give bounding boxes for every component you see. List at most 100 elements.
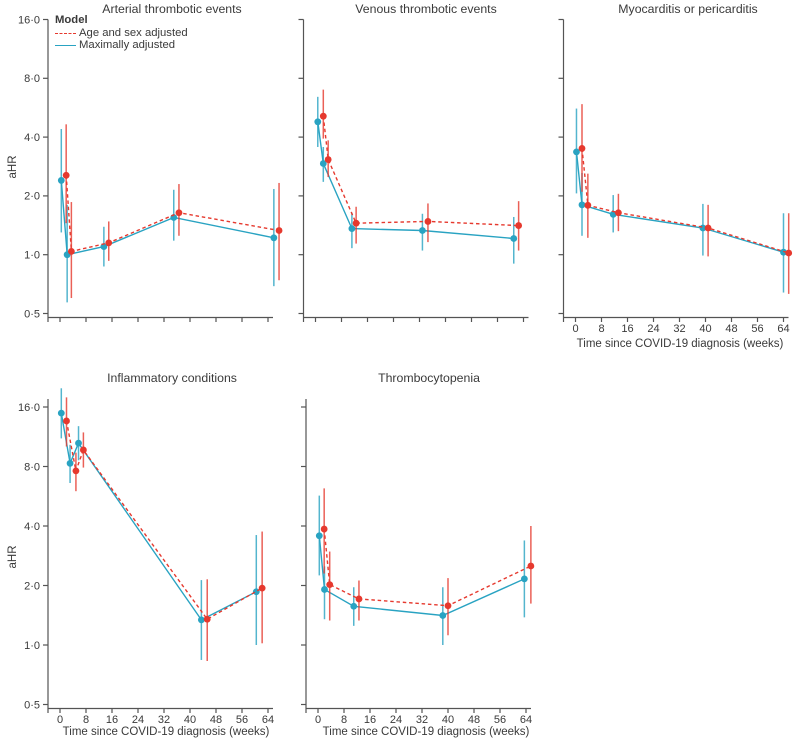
- series-line: [65, 175, 280, 253]
- data-point: [75, 439, 82, 447]
- data-point: [780, 248, 787, 256]
- y-axis-title-bottom-row: aHR: [7, 545, 19, 569]
- data-point: [258, 584, 266, 592]
- x-tick-label: 56: [236, 714, 248, 726]
- data-point: [510, 235, 518, 242]
- data-point: [704, 224, 712, 232]
- data-point: [57, 177, 65, 184]
- x-tick-label: 24: [132, 714, 144, 726]
- x-tick-label: 24: [647, 323, 659, 335]
- y-tick-label: 16·0: [18, 402, 40, 414]
- x-tick-label: 32: [416, 714, 428, 726]
- x-tick-label: 40: [184, 714, 196, 726]
- panel-inflammatory-chart: 16·0 8·0 4·0 2·0 1·0 0·5 0 8 16 24 32 40 48 56 64: [18, 388, 274, 726]
- series-maximally-adjusted: [314, 96, 518, 264]
- data-point: [275, 227, 283, 234]
- x-tick-label: 64: [777, 323, 789, 335]
- data-point: [80, 446, 87, 454]
- x-tick-label: 40: [699, 323, 711, 335]
- x-tick-label: 16: [106, 714, 118, 726]
- x-tick-label: 40: [442, 714, 454, 726]
- data-point: [319, 160, 327, 167]
- data-point: [175, 209, 183, 217]
- panel-myocarditis-chart: 0 8 16 24 32 40 48 56 64: [558, 18, 793, 335]
- series-maximally-adjusted: [315, 495, 528, 645]
- data-point: [515, 222, 523, 229]
- series-line: [323, 529, 532, 607]
- series-maximally-adjusted: [57, 129, 278, 303]
- y-tick-label: 1·0: [24, 640, 40, 652]
- data-point: [324, 156, 332, 163]
- series-line: [65, 420, 263, 621]
- data-point: [314, 118, 322, 126]
- data-point: [319, 112, 327, 120]
- panel-title-thrombocytopenia: Thrombocytopenia: [378, 371, 480, 385]
- y-tick-label: 8·0: [24, 461, 40, 473]
- x-tick-label: 8: [598, 323, 604, 335]
- data-point: [320, 525, 328, 533]
- panel-title-myocarditis: Myocarditis or pericarditis: [618, 2, 758, 16]
- series-maximally-adjusted: [57, 388, 260, 660]
- x-tick-label: 56: [494, 714, 506, 726]
- series-line: [60, 412, 257, 621]
- y-tick-label: 8·0: [24, 73, 40, 85]
- x-tick-label: 8: [83, 714, 89, 726]
- dashed-line-swatch-icon: [55, 32, 76, 34]
- data-point: [439, 612, 447, 619]
- data-point: [578, 201, 586, 209]
- data-point: [350, 602, 358, 610]
- series-age-sex-adjusted: [578, 104, 793, 294]
- legend-entry-maximally-adjusted: Maximally adjusted: [55, 39, 188, 51]
- series-line: [575, 151, 784, 253]
- y-tick-label: 2·0: [24, 191, 40, 203]
- x-tick-label: 16: [621, 323, 633, 335]
- x-tick-label: 0: [315, 714, 321, 726]
- series-maximally-adjusted: [573, 108, 787, 293]
- x-tick-label: 0: [572, 323, 578, 335]
- data-point: [419, 227, 426, 234]
- data-point: [203, 615, 211, 623]
- y-tick-label: 2·0: [24, 580, 40, 592]
- legend-title: Model: [55, 14, 88, 26]
- x-axis-title-myocarditis: Time since COVID-19 diagnosis (weeks): [576, 338, 784, 350]
- x-tick-label: 48: [210, 714, 222, 726]
- series-age-sex-adjusted: [320, 488, 535, 636]
- y-tick-label: 4·0: [24, 521, 40, 533]
- panel-title-arterial: Arterial thrombotic events: [102, 2, 242, 16]
- y-tick-label: 16·0: [18, 14, 40, 26]
- data-point: [609, 210, 617, 218]
- data-point: [527, 562, 535, 570]
- series-age-sex-adjusted: [319, 89, 523, 251]
- panel-title-venous: Venous thrombotic events: [355, 2, 497, 16]
- data-point: [270, 234, 278, 242]
- data-point: [326, 581, 334, 589]
- x-tick-label: 32: [158, 714, 170, 726]
- x-axis-title-inflammatory: Time since COVID-19 diagnosis (weeks): [62, 726, 270, 738]
- x-tick-label: 0: [57, 714, 63, 726]
- legend: Model Age and sex adjusted Maximally adj…: [55, 14, 188, 51]
- data-point: [424, 218, 432, 225]
- data-point: [355, 595, 363, 603]
- panel-thrombocytopenia-chart: 0 8 16 24 32 40 48 56 64: [301, 399, 535, 726]
- data-point: [444, 602, 452, 610]
- x-tick-label: 56: [751, 323, 763, 335]
- data-point: [520, 575, 528, 583]
- legend-entry-age-sex-adjusted: Age and sex adjusted: [55, 27, 188, 39]
- data-point: [67, 247, 75, 255]
- data-point: [615, 209, 622, 217]
- data-point: [57, 409, 65, 417]
- x-tick-label: 24: [390, 714, 402, 726]
- x-tick-label: 48: [725, 323, 737, 335]
- x-tick-label: 8: [341, 714, 347, 726]
- data-point: [321, 586, 328, 593]
- y-tick-label: 0·5: [24, 308, 40, 320]
- solid-line-swatch-icon: [55, 44, 76, 46]
- x-axis-title-thrombocytopenia: Time since COVID-19 diagnosis (weeks): [322, 726, 530, 738]
- panel-title-inflammatory: Inflammatory conditions: [107, 371, 237, 385]
- legend-entry-label: Maximally adjusted: [79, 39, 176, 52]
- data-point: [63, 417, 70, 425]
- panel-venous-chart: [298, 18, 529, 322]
- y-tick-label: 4·0: [24, 132, 40, 144]
